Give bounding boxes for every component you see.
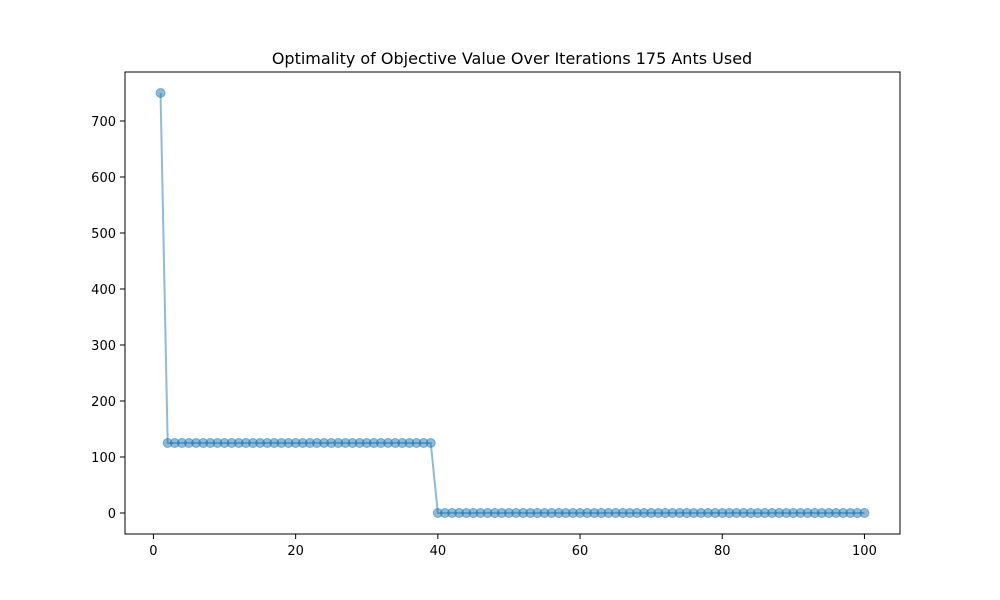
y-tick-label: 400 bbox=[91, 283, 116, 298]
data-point bbox=[859, 508, 870, 518]
plot-frame bbox=[124, 71, 901, 535]
y-tick-label: 300 bbox=[91, 339, 116, 354]
y-axis: 0 100 200 300 400 500 600 700 bbox=[91, 115, 125, 522]
x-tick-label: 40 bbox=[430, 544, 447, 559]
y-tick-label: 500 bbox=[91, 227, 116, 242]
series-line bbox=[159, 92, 865, 514]
y-tick-label: 600 bbox=[91, 171, 116, 186]
y-tick-label: 200 bbox=[91, 395, 116, 410]
x-tick-label: 100 bbox=[852, 544, 877, 559]
data-point bbox=[425, 438, 436, 448]
data-point bbox=[155, 88, 166, 98]
x-tick-label: 0 bbox=[149, 544, 157, 559]
x-axis: 0 20 40 60 80 100 bbox=[149, 534, 877, 559]
x-tick-label: 80 bbox=[714, 544, 731, 559]
chart-title: Optimality of Objective Value Over Itera… bbox=[272, 49, 752, 68]
x-tick-label: 20 bbox=[287, 544, 304, 559]
y-tick-label: 0 bbox=[108, 507, 116, 522]
y-tick-label: 100 bbox=[91, 451, 116, 466]
series-line-group bbox=[155, 88, 870, 518]
y-tick-label: 700 bbox=[91, 115, 116, 130]
x-tick-label: 60 bbox=[572, 544, 589, 559]
